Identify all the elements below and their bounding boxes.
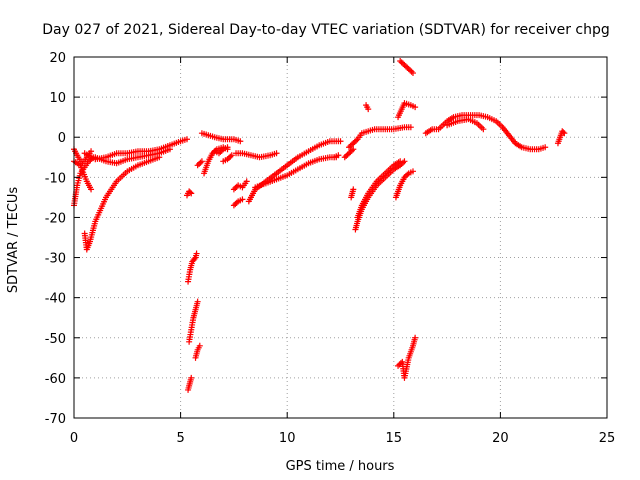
- data-point: [196, 342, 203, 349]
- tick-labels: 0 5 10 15 20 25 20 10 0 -10 -20 -30 -40 -50 -60 -70: [45, 51, 616, 446]
- data-point: [407, 124, 414, 131]
- data-point: [188, 190, 195, 197]
- series-sat-v: [331, 152, 342, 161]
- x-axis-label: GPS time / hours: [286, 459, 395, 474]
- data-point: [412, 104, 419, 111]
- x-tick-label: 25: [599, 431, 616, 446]
- data-point: [188, 374, 195, 381]
- data-point: [88, 186, 95, 193]
- series-sat-b: [71, 146, 95, 167]
- data-point: [409, 70, 416, 77]
- series-sat-ah: [444, 116, 487, 133]
- y-tick-label: -70: [45, 412, 66, 427]
- y-tick-label: 0: [58, 131, 66, 146]
- series-sat-m: [198, 130, 244, 145]
- series-sat-w: [341, 146, 357, 161]
- series-sat-aa: [348, 186, 357, 201]
- series-sat-t: [245, 138, 344, 205]
- data-point: [480, 126, 487, 133]
- data-point: [412, 334, 419, 341]
- data-point: [198, 158, 205, 165]
- series-sat-r: [230, 196, 246, 209]
- series-sat-ad: [395, 100, 419, 121]
- data-point: [273, 150, 280, 157]
- data-point: [191, 255, 198, 262]
- y-tick-label: -20: [45, 211, 66, 226]
- data-point: [228, 152, 235, 159]
- series-sat-z: [354, 158, 404, 221]
- data-point: [88, 148, 95, 155]
- plot-frame: [73, 56, 608, 419]
- series-sat-ai: [554, 128, 568, 147]
- data-points: [71, 58, 568, 393]
- y-tick-label: -30: [45, 252, 66, 267]
- series-sat-x: [346, 124, 414, 151]
- data-point: [224, 144, 231, 151]
- series-sat-n: [201, 144, 231, 177]
- data-point: [350, 146, 357, 153]
- series-sat-j: [186, 298, 201, 345]
- y-tick-label: -40: [45, 292, 66, 307]
- data-point: [335, 152, 342, 159]
- x-tick-label: 15: [386, 431, 403, 446]
- series-sat-s: [233, 150, 280, 161]
- series-sat-q: [230, 178, 250, 193]
- data-point: [397, 158, 404, 165]
- y-tick-label: 20: [49, 51, 66, 66]
- series-sat-o: [211, 144, 231, 157]
- series-sat-ac: [392, 168, 416, 201]
- series-sat-l: [194, 158, 205, 169]
- series-sat-ae: [397, 58, 416, 77]
- series-sat-af: [395, 334, 419, 381]
- y-tick-label: 10: [49, 91, 66, 106]
- series-sat-g: [183, 188, 195, 199]
- data-point: [183, 136, 190, 143]
- data-point: [350, 186, 357, 193]
- series-sat-p: [220, 152, 235, 165]
- data-point: [237, 138, 244, 145]
- data-point: [337, 138, 344, 145]
- axis-ticks: [73, 56, 608, 419]
- y-tick-label: -10: [45, 171, 66, 186]
- data-point: [560, 129, 567, 136]
- data-point: [243, 178, 250, 185]
- y-axis-label: SDTVAR / TECUs: [6, 187, 21, 294]
- data-point: [365, 106, 372, 113]
- data-point: [193, 250, 200, 257]
- series-sat-ag: [422, 112, 549, 153]
- data-point: [542, 144, 549, 151]
- data-point: [194, 298, 201, 305]
- data-point: [166, 146, 173, 153]
- series-sat-ab: [363, 102, 372, 113]
- series-sat-k: [192, 342, 203, 361]
- series-sat-h: [185, 250, 200, 285]
- x-tick-label: 5: [176, 431, 184, 446]
- y-tick-label: -60: [45, 372, 66, 387]
- grid-lines: [74, 57, 607, 418]
- data-point: [187, 189, 194, 196]
- data-point: [239, 196, 246, 203]
- data-point: [409, 168, 416, 175]
- x-tick-label: 0: [70, 431, 78, 446]
- data-point: [561, 130, 568, 137]
- x-tick-label: 20: [492, 431, 509, 446]
- y-tick-label: -50: [45, 332, 66, 347]
- series-sat-i: [185, 374, 195, 393]
- x-tick-label: 10: [279, 431, 296, 446]
- series-sat-f: [92, 146, 173, 167]
- chart-title: Day 027 of 2021, Sidereal Day-to-day VTE…: [42, 22, 610, 38]
- series-sat-d: [81, 154, 163, 253]
